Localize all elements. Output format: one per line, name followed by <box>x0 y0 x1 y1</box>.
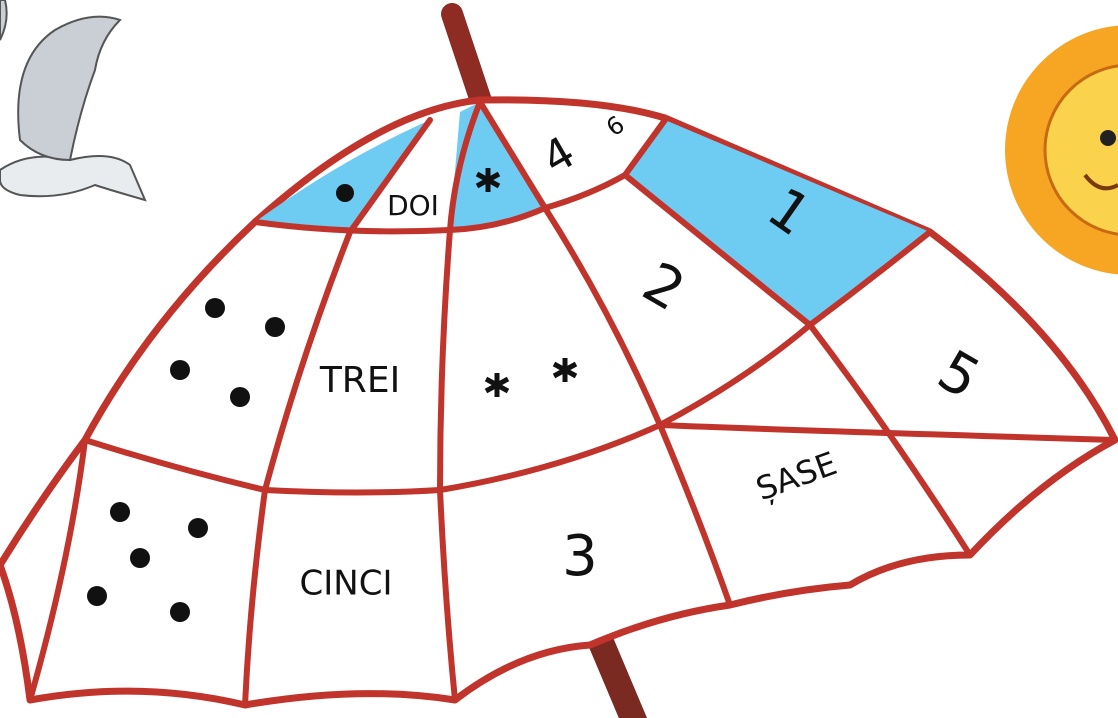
cell-label: 3 <box>562 524 598 589</box>
cell-label: TREI <box>319 360 400 401</box>
bird <box>0 0 145 200</box>
cell-label: CINCI <box>300 564 393 604</box>
pole-top <box>452 14 482 104</box>
sun <box>1005 25 1118 275</box>
scene: DOI 4 6 1 2 TREI 5 ȘASE CINCI 3 <box>0 0 1118 718</box>
pole-bottom <box>600 640 638 718</box>
cell-label: DOI <box>387 189 439 222</box>
